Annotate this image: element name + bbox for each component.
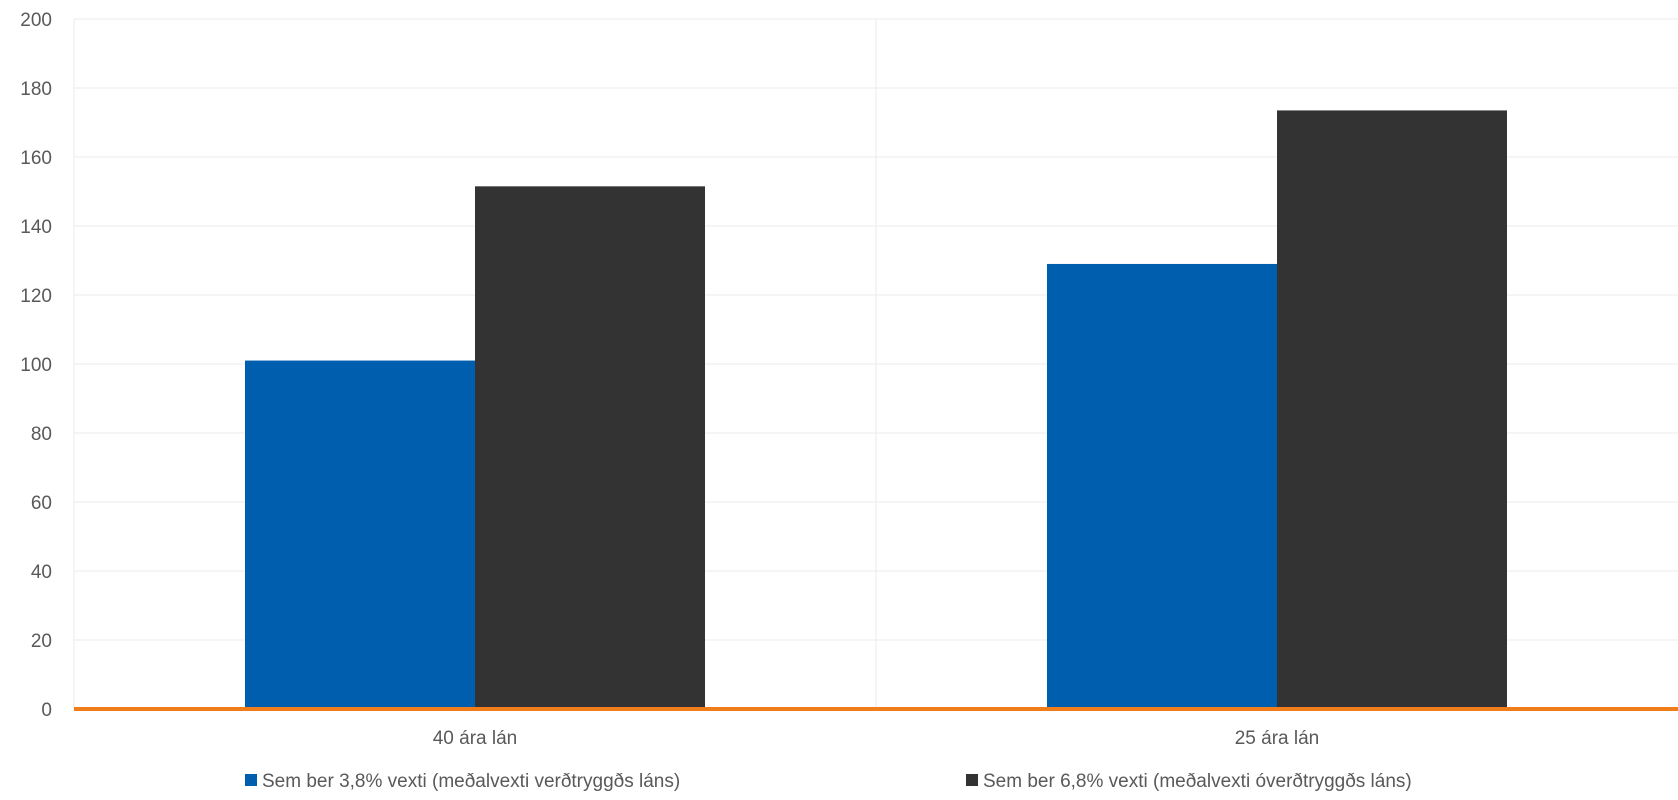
- y-tick-label: 200: [20, 10, 52, 31]
- y-tick-label: 140: [20, 217, 52, 238]
- y-tick-label: 100: [20, 355, 52, 376]
- y-tick-label: 80: [31, 424, 52, 445]
- legend-swatch-1: [245, 774, 257, 786]
- legend-label-2: Sem ber 6,8% vexti (meðalvexti óverðtryg…: [983, 771, 1412, 792]
- bar-series-2-2: [1277, 110, 1507, 710]
- y-tick-label: 0: [41, 700, 52, 721]
- bar-series-1-1: [245, 360, 475, 709]
- legend: Sem ber 3,8% vexti (meðalvexti verðtrygg…: [245, 771, 1412, 792]
- bars: [245, 110, 1507, 710]
- legend-label-1: Sem ber 3,8% vexti (meðalvexti verðtrygg…: [262, 771, 680, 792]
- y-tick-label: 160: [20, 148, 52, 169]
- bar-series-2-1: [475, 186, 705, 709]
- y-tick-label: 40: [31, 562, 52, 583]
- x-category-label: 40 ára lán: [433, 728, 518, 749]
- y-tick-label: 60: [31, 493, 52, 514]
- y-tick-label: 120: [20, 286, 52, 307]
- y-tick-label: 20: [31, 631, 52, 652]
- axes: 0 20 40 60 80 100 120 140 160 180 200 40 ára lán 25 …: [20, 10, 1678, 749]
- x-category-label: 25 ára lán: [1235, 728, 1320, 749]
- legend-swatch-2: [966, 774, 978, 786]
- y-tick-label: 180: [20, 79, 52, 100]
- bar-series-1-2: [1047, 263, 1277, 709]
